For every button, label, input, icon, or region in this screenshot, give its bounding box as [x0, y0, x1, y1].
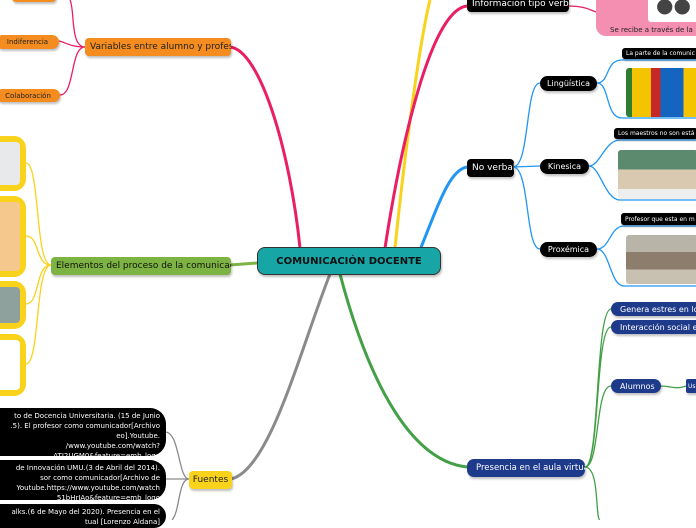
- virtual-item-alumnos[interactable]: Alumnos: [611, 379, 661, 393]
- source-item[interactable]: to de Docencia Universitaria. (15 de Jun…: [0, 408, 166, 456]
- kinesica-caption: Los maestros no son está: [614, 128, 696, 139]
- central-topic[interactable]: COMUNICACIÓN DOCENTE: [257, 247, 441, 275]
- proxemica-caption: Profesor que esta en m: [621, 213, 696, 225]
- linguistica-image[interactable]: [626, 68, 696, 117]
- virtual-item-stress[interactable]: Genera estres en los: [611, 302, 696, 316]
- elements-node[interactable]: Elementos del proceso de la comunicación: [51, 257, 231, 275]
- verbal-note-text: Se recibe a través de la: [610, 26, 693, 34]
- element-image-card[interactable]: [0, 281, 26, 329]
- alumnos-subitem[interactable]: Us: [686, 379, 696, 393]
- source-item[interactable]: de Innovación UMU.(3 de Abril del 2014).…: [0, 460, 166, 500]
- verbal-note-card[interactable]: ●● Se recibe a través de la: [596, 0, 696, 36]
- sources-node[interactable]: Fuentes: [189, 471, 232, 489]
- element-image-card[interactable]: [0, 136, 26, 191]
- virtual-item-social[interactable]: Interacción social ent: [611, 320, 696, 334]
- virtual-node[interactable]: Presencia en el aula virtual: [467, 459, 585, 477]
- proxemica-image[interactable]: [626, 235, 696, 284]
- linguistica-node[interactable]: Lingüística: [540, 76, 597, 91]
- kinesica-image[interactable]: [618, 150, 696, 199]
- proxemica-node[interactable]: Proxémica: [540, 242, 597, 257]
- variables-node[interactable]: Variables entre alumno y profesor: [85, 38, 231, 56]
- colaboracion-node[interactable]: Colaboración: [0, 89, 60, 102]
- nonverbal-node[interactable]: No verbal: [467, 159, 514, 177]
- verbal-node[interactable]: Información tipo verbal: [467, 0, 569, 12]
- element-image-card[interactable]: [0, 196, 26, 277]
- people-group-icon: ●●: [648, 0, 696, 22]
- variables-top-node[interactable]: [12, 0, 56, 2]
- indiferencia-node[interactable]: Indiferencia: [0, 35, 59, 49]
- central-title: COMUNICACIÓN DOCENTE: [276, 255, 422, 267]
- linguistica-caption: La parte de la comunic: [622, 48, 696, 59]
- source-item[interactable]: alks.(6 de Mayo del 2020). Presencia en …: [0, 504, 166, 528]
- kinesica-node[interactable]: Kinesica: [540, 159, 589, 174]
- element-image-card[interactable]: [0, 334, 26, 396]
